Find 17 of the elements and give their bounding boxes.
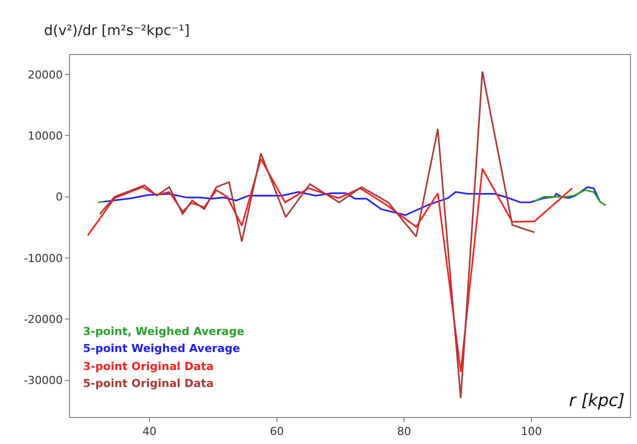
text: 5-point Original Data — [83, 377, 214, 390]
text: 3-point, Weighed Average — [83, 325, 244, 338]
line-series — [102, 186, 601, 216]
x-tick-label: 40 — [142, 425, 157, 438]
y-tick-label: -10000 — [24, 252, 63, 265]
y-tick-label: 20000 — [28, 68, 63, 82]
text: 3-point Original Data — [83, 360, 214, 373]
x-tick-label: 100 — [520, 425, 542, 438]
text: 5-point Weighed Average — [83, 342, 240, 355]
y-axis-title: d(v²)/dr [m²s⁻²kpc⁻¹] — [44, 23, 190, 39]
y-tick-label: -20000 — [24, 313, 63, 326]
x-tick-label: 80 — [397, 425, 412, 438]
y-tick-label: 0 — [56, 190, 63, 204]
y-tick-label: -30000 — [24, 374, 63, 388]
x-axis-title: r [kpc] — [569, 391, 625, 411]
x-tick-label: 60 — [270, 425, 284, 438]
y-tick-label: 10000 — [28, 130, 63, 143]
